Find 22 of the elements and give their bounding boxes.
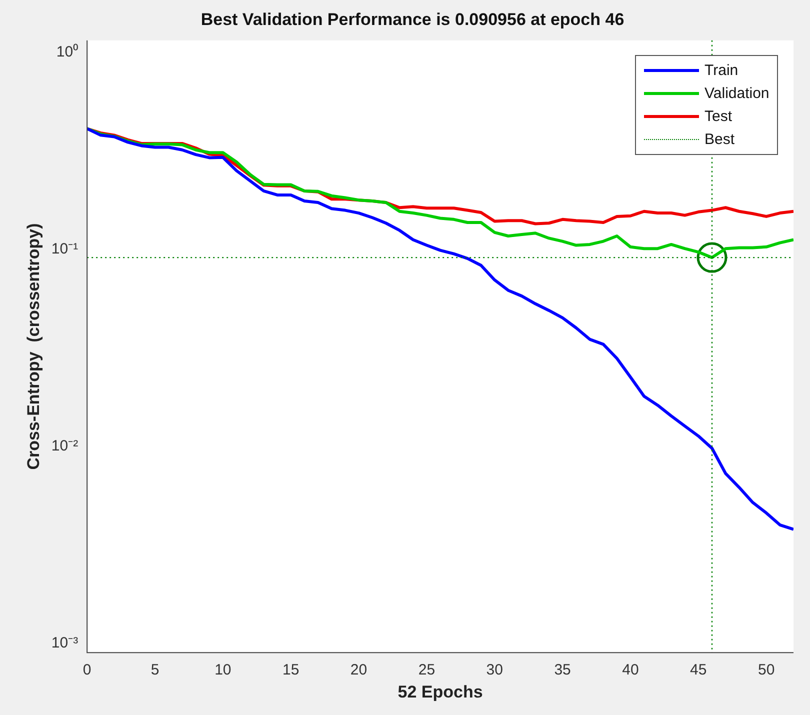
x-axis-title: 52 Epochs [398,682,483,702]
y-tick-label: 10⁻³ [51,634,78,652]
x-tick-label: 10 [214,662,232,679]
x-tick-label: 50 [758,662,775,679]
y-axis-title: Cross-Entropy (crossentropy) [24,223,43,470]
x-tick-label: 20 [350,662,368,679]
legend-label: Validation [704,85,770,102]
x-tick-label: 40 [622,662,639,679]
ref-line-label: Best [704,131,735,148]
legend-label: Train [704,62,738,80]
legend-label: Test [704,108,732,126]
chart-title: Best Validation Performance is 0.090956 at epoch 46 [200,10,624,29]
y-tick-label: 10⁻¹ [51,240,78,258]
x-tick-label: 0 [82,662,92,679]
x-tick-label: 5 [150,662,160,679]
y-tick-label: 10⁻² [51,438,78,455]
x-tick-label: 30 [486,662,503,679]
y-tick-label: 10⁰ [56,44,78,61]
x-tick-label: 15 [282,662,300,679]
x-tick-label: 35 [554,662,571,679]
x-tick-label: 25 [418,662,436,679]
x-tick-label: 45 [690,662,707,679]
